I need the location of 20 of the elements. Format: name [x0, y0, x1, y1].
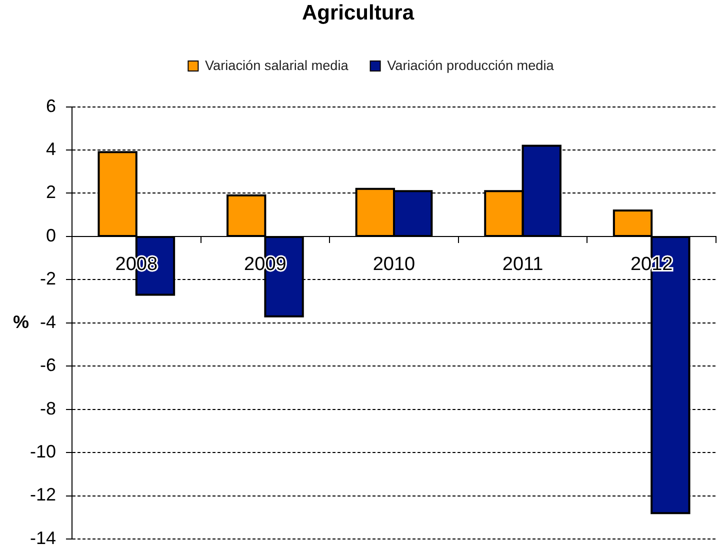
x-tick-label: 2011: [502, 254, 544, 276]
x-tick-label: 2010: [372, 254, 416, 276]
chart-title: Agricultura: [302, 1, 414, 24]
y-tick-label: -8: [40, 398, 56, 418]
x-tick-label: 2012: [630, 254, 673, 276]
legend-label: Variación salarial media: [204, 58, 349, 73]
y-tick-label: 6: [46, 96, 56, 116]
y-tick-label: -12: [30, 484, 56, 505]
x-tick-label: 2009: [244, 254, 286, 276]
y-axis-title: %: [12, 312, 30, 332]
y-tick-label: 4: [46, 138, 56, 159]
y-tick-label: 0: [46, 225, 56, 246]
y-tick-label: -14: [30, 528, 56, 548]
y-tick-label: -6: [40, 355, 56, 376]
y-tick-label: 2: [46, 182, 56, 202]
y-tick-label: -2: [40, 268, 56, 289]
y-tick-label: -10: [30, 442, 56, 462]
legend-label: Variación producción media: [387, 58, 554, 73]
y-tick-label: -4: [40, 312, 56, 332]
x-tick-label: 2008: [115, 254, 158, 276]
